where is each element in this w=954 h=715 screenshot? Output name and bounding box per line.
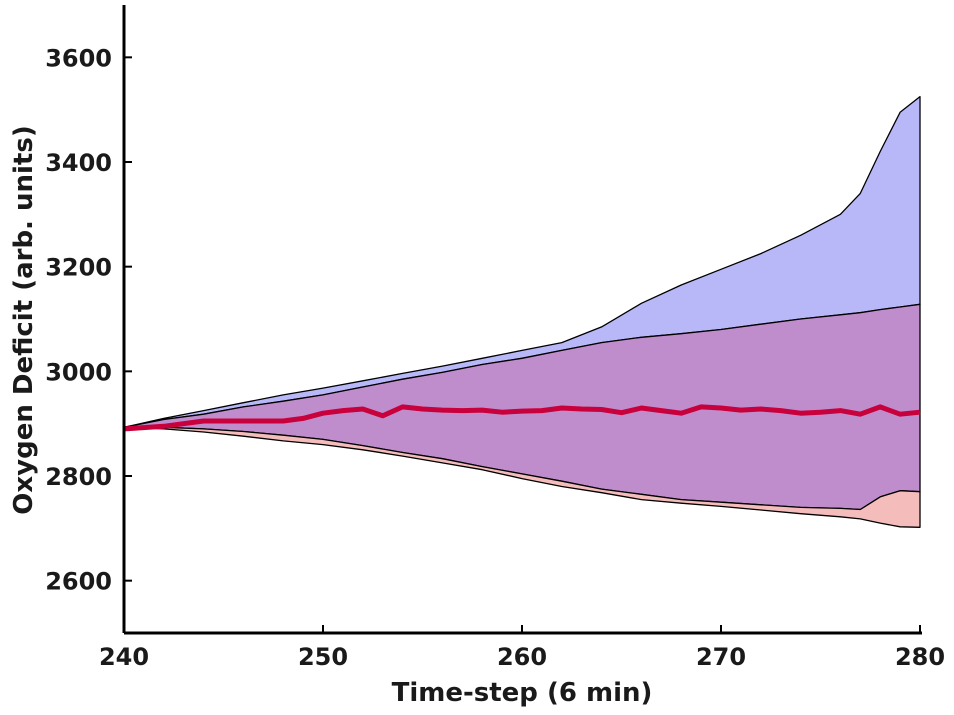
x-tick-label: 280 bbox=[895, 643, 945, 671]
x-tick-label: 240 bbox=[99, 643, 149, 671]
median-line-layer bbox=[123, 404, 921, 432]
uncertainty-bands bbox=[123, 95, 921, 528]
y-tick-label: 3200 bbox=[45, 254, 112, 282]
y-ticks: 2600 2800 3000 3200 3400 3600 bbox=[45, 44, 132, 596]
median-line bbox=[123, 404, 921, 432]
x-ticks: 240 250 260 270 280 bbox=[99, 625, 945, 671]
y-tick-label: 3600 bbox=[45, 44, 112, 72]
y-tick-label: 3400 bbox=[45, 149, 112, 177]
y-tick-label: 3000 bbox=[45, 358, 112, 386]
band-2 bbox=[123, 426, 921, 528]
y-tick-label: 2800 bbox=[45, 463, 112, 491]
x-tick-label: 270 bbox=[696, 643, 746, 671]
y-axis-label: Oxygen Deficit (arb. units) bbox=[9, 125, 39, 514]
x-tick-label: 260 bbox=[497, 643, 547, 671]
y-tick-label: 2600 bbox=[45, 568, 112, 596]
x-axis-label: Time-step (6 min) bbox=[392, 678, 653, 708]
x-tick-label: 250 bbox=[298, 643, 348, 671]
